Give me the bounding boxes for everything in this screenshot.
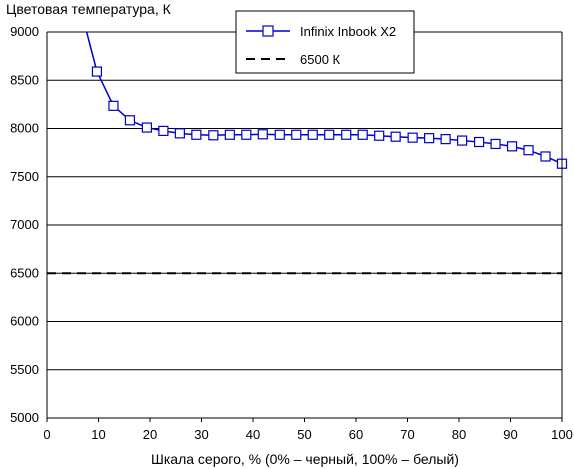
y-tick-labels: 5000 5500 6000 6500 7000 7500 8000 8500 9000 [10, 24, 39, 425]
data-point [257, 129, 268, 140]
x-tick-label: 20 [143, 427, 157, 442]
data-point [456, 135, 468, 146]
data-point [374, 130, 385, 141]
y-tick-label: 7500 [10, 169, 39, 184]
x-tick-label: 10 [91, 427, 105, 442]
data-point [141, 122, 153, 133]
data-point [473, 136, 485, 148]
data-point [324, 129, 335, 140]
y-tick-label: 8500 [10, 72, 39, 87]
y-tick-label: 6000 [10, 314, 39, 329]
data-point [506, 141, 518, 152]
legend-box [235, 10, 415, 74]
data-point [208, 130, 219, 141]
y-tick-label: 6500 [10, 265, 39, 280]
legend-marker-infinix [262, 25, 274, 37]
data-point [390, 131, 401, 142]
x-tick-label: 0 [43, 427, 50, 442]
x-tick-label: 60 [349, 427, 363, 442]
y-tick-label: 5000 [10, 410, 39, 425]
data-point [108, 100, 119, 111]
x-tick-label: 30 [194, 427, 208, 442]
x-tick-labels: 0 10 20 30 40 50 60 70 80 90 100 [43, 418, 573, 442]
data-point [540, 151, 551, 162]
data-point [274, 129, 285, 140]
data-point [124, 115, 136, 126]
data-point [241, 129, 252, 140]
legend-label-6500k: 6500 К [300, 52, 341, 67]
data-point [424, 133, 435, 144]
data-point [407, 132, 418, 143]
data-point [158, 125, 169, 137]
data-point [341, 129, 352, 140]
y-tick-label: 7000 [10, 217, 39, 232]
legend: Infinix Inbook X2 6500 К [235, 10, 415, 74]
legend-label-infinix: Infinix Inbook X2 [300, 24, 396, 39]
x-tick-label: 50 [297, 427, 311, 442]
x-tick-label: 90 [503, 427, 517, 442]
x-axis-title: Шкала серого, % (0% – черный, 100% – бел… [151, 451, 459, 467]
data-point [191, 129, 202, 140]
data-point [490, 138, 501, 150]
data-point [357, 129, 368, 140]
data-point [523, 145, 534, 156]
gridlines [47, 31, 562, 419]
x-tick-label: 40 [246, 427, 260, 442]
x-tick-label: 70 [400, 427, 414, 442]
y-axis-title: Цветовая температура, К [6, 1, 172, 17]
series-markers [91, 66, 568, 169]
y-tick-label: 9000 [10, 24, 39, 39]
y-tick-label: 5500 [10, 362, 39, 377]
data-point [91, 66, 103, 77]
y-tick-label: 8000 [10, 121, 39, 136]
data-point [307, 129, 318, 140]
data-point [291, 129, 302, 140]
data-point [440, 134, 451, 145]
data-point [174, 128, 185, 139]
x-tick-label: 100 [551, 427, 573, 442]
x-tick-label: 80 [452, 427, 466, 442]
data-point [224, 129, 235, 140]
